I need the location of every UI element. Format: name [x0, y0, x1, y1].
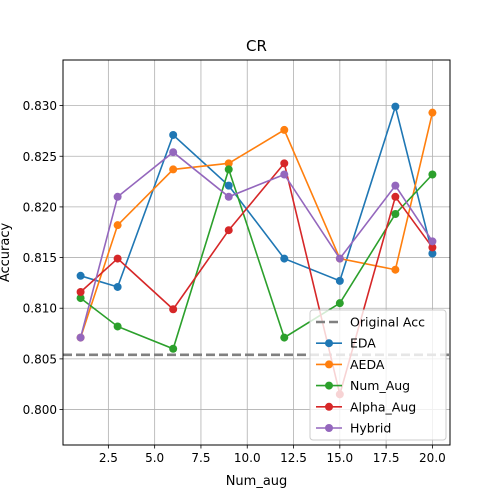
- legend-box: [309, 309, 447, 441]
- data-point-aeda: [113, 221, 122, 230]
- series-line-aeda: [79, 112, 434, 338]
- data-point-hybrid: [76, 333, 85, 342]
- series-eda: [76, 102, 437, 291]
- data-point-alpha-aug: [391, 192, 400, 201]
- data-point-num-aug: [391, 210, 400, 218]
- y-tick-label: 0.830: [23, 99, 57, 113]
- data-point-hybrid: [280, 170, 289, 179]
- data-point-aeda: [169, 165, 178, 174]
- y-tick-label: 0.815: [23, 251, 57, 265]
- legend-marker-hybrid: [325, 424, 333, 432]
- data-point-num-aug: [76, 294, 85, 303]
- legend-label-alpha-aug: Alpha_Aug: [350, 399, 416, 414]
- x-tick-label: 5.0: [145, 451, 164, 465]
- data-point-num-aug: [113, 322, 122, 331]
- data-point-alpha-aug: [113, 254, 122, 263]
- series-hybrid: [76, 148, 437, 342]
- series-line-hybrid: [79, 151, 434, 338]
- legend-marker-num-aug: [325, 381, 333, 390]
- y-axis-label: Accuracy: [0, 223, 13, 283]
- data-point-eda: [169, 130, 178, 139]
- chart-title: CR: [246, 37, 267, 55]
- data-point-num-aug: [280, 333, 289, 342]
- data-point-alpha-aug: [76, 288, 85, 297]
- x-tick-label: 20.0: [419, 451, 446, 465]
- data-point-eda: [280, 254, 289, 263]
- data-point-eda: [113, 282, 122, 291]
- series-alpha-aug: [76, 159, 437, 399]
- legend-label-eda: EDA: [350, 336, 376, 351]
- x-tick-label: 12.5: [280, 451, 307, 465]
- data-point-num-aug: [169, 344, 178, 353]
- data-point-hybrid: [428, 237, 437, 246]
- legend-label-original-acc: Original Acc: [350, 315, 425, 330]
- data-point-aeda: [280, 125, 289, 134]
- data-point-hybrid: [169, 148, 178, 157]
- data-point-alpha-aug: [280, 159, 289, 168]
- y-tick-label: 0.820: [23, 200, 57, 214]
- legend-marker-eda: [325, 339, 333, 348]
- y-tick-label: 0.800: [23, 403, 57, 417]
- data-point-eda: [391, 102, 400, 111]
- data-point-num-aug: [335, 299, 344, 308]
- y-tick-label: 0.810: [23, 302, 57, 316]
- data-point-eda: [224, 181, 233, 190]
- data-point-num-aug: [428, 170, 437, 179]
- x-tick-label: 10.0: [234, 451, 261, 465]
- y-tick-label: 0.825: [23, 150, 57, 164]
- series-layer: [76, 102, 437, 399]
- data-point-alpha-aug: [224, 226, 233, 235]
- data-point-eda: [335, 276, 344, 285]
- x-tick-label: 17.5: [373, 451, 400, 465]
- ticks-layer: 2.5 5.0 7.5 10.0 12.5 15.0 17.5 20.0 0.800 0.805 0…: [23, 99, 446, 465]
- legend-label-num-aug: Num_Aug: [350, 378, 410, 393]
- x-tick-label: 7.5: [191, 451, 210, 465]
- data-point-aeda: [224, 159, 233, 168]
- x-axis-label: Num_aug: [226, 474, 288, 489]
- data-point-hybrid: [113, 192, 122, 201]
- data-point-num-aug: [224, 165, 233, 174]
- data-point-hybrid: [224, 192, 233, 201]
- legend-marker-aeda: [325, 360, 333, 369]
- y-tick-label: 0.805: [23, 352, 57, 366]
- x-tick-label: 2.5: [99, 451, 118, 465]
- legend-marker-alpha-aug: [325, 402, 333, 411]
- data-point-eda: [428, 249, 437, 258]
- legend-label-hybrid: Hybrid: [350, 421, 391, 436]
- data-point-alpha-aug: [428, 243, 437, 252]
- data-point-aeda: [391, 265, 400, 274]
- series-line-eda: [80, 103, 434, 288]
- data-point-hybrid: [391, 181, 400, 190]
- data-point-aeda: [428, 108, 437, 117]
- legend-label-aeda: AEDA: [350, 357, 385, 372]
- legend: Original Acc EDA AEDA Num_Aug Alpha_Aug Hybri…: [309, 309, 447, 441]
- data-point-hybrid: [335, 254, 344, 263]
- series-line-alpha-aug: [80, 161, 434, 398]
- plot-frame: [62, 59, 451, 446]
- data-point-eda: [76, 271, 85, 280]
- data-point-alpha-aug: [169, 305, 178, 314]
- x-tick-label: 15.0: [326, 451, 353, 465]
